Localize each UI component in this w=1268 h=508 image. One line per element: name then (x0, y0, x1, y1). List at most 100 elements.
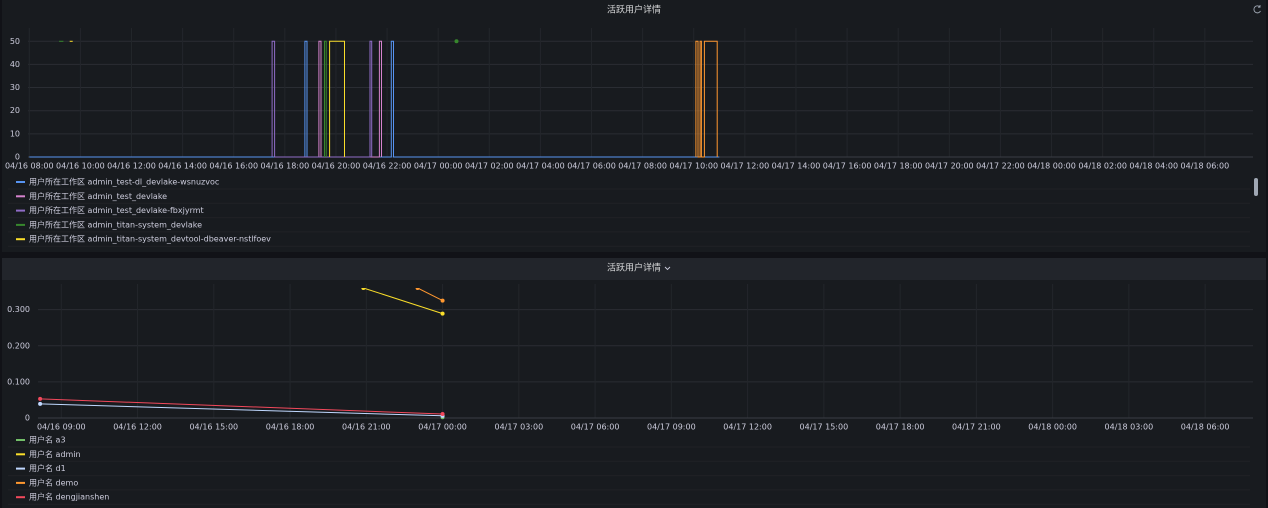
series (69, 40, 345, 157)
x-tick-label: 04/17 15:00 (800, 423, 849, 432)
x-tick-label: 04/17 12:00 (723, 423, 772, 432)
x-tick-label: 04/16 12:00 (113, 423, 162, 432)
legend-swatch (16, 238, 25, 241)
x-tick-label: 04/17 16:00 (823, 162, 872, 171)
x-tick-label: 04/16 18:00 (261, 162, 310, 171)
series-line (40, 403, 443, 417)
legend-swatch (16, 467, 25, 470)
x-tick-label: 04/17 04:00 (516, 162, 565, 171)
series (361, 288, 445, 316)
x-tick-label: 04/17 20:00 (925, 162, 974, 171)
legend-swatch (16, 195, 25, 198)
y-tick-label: 0 (25, 414, 30, 423)
chart: 0 0.100 0.200 0.300 04/16 09:00 04/16 12:00 04… (7, 284, 1253, 505)
legend-label: 用户名 a3 (29, 435, 66, 445)
x-tick-label: 04/18 03:00 (1105, 423, 1154, 432)
x-tick-label: 04/17 21:00 (952, 423, 1001, 432)
data-point (440, 298, 445, 303)
x-tick-label: 04/17 06:00 (567, 162, 616, 171)
series (415, 288, 445, 303)
x-tick-label: 04/16 10:00 (56, 162, 105, 171)
y-tick-label: 0.300 (7, 305, 30, 314)
legend-label: 用户所在工作区 admin_test_devlake-fbxjyrmt (29, 205, 204, 215)
series-line (271, 40, 373, 158)
x-tick-label: 04/18 02:00 (1078, 162, 1127, 171)
panel-header[interactable] (2, 258, 1266, 280)
x-tick-label: 04/17 18:00 (876, 423, 925, 432)
x-tick-label: 04/18 00:00 (1028, 423, 1077, 432)
data-point (440, 412, 445, 417)
y-tick-label: 50 (10, 37, 20, 46)
legend-label: 用户所在工作区 admin_titan-system_devlake (29, 219, 202, 229)
panel-title[interactable]: 活跃用户详情 (607, 262, 661, 274)
y-tick-label: 40 (10, 60, 20, 69)
legend-label: 用户名 admin (29, 449, 81, 459)
panel (2, 258, 1266, 508)
series (271, 40, 373, 158)
legend-swatch (16, 223, 25, 226)
series-line (40, 398, 443, 415)
x-tick-label: 04/17 12:00 (721, 162, 770, 171)
legend-swatch (16, 181, 25, 183)
legend-swatch (16, 209, 25, 212)
x-tick-label: 04/17 03:00 (495, 423, 544, 432)
dropdown-icon[interactable] (664, 266, 671, 271)
legend-label: 用户名 dengjianshen (29, 492, 109, 502)
y-tick-label: 0.100 (7, 377, 30, 386)
data-point (454, 39, 459, 44)
data-point (38, 401, 43, 406)
data-point (415, 288, 420, 290)
x-tick-label: 04/17 08:00 (618, 162, 667, 171)
scrollbar[interactable] (1254, 178, 1258, 196)
x-tick-label: 04/16 14:00 (158, 162, 207, 171)
x-tick-label: 04/18 00:00 (1027, 162, 1076, 171)
refresh-icon[interactable] (1253, 5, 1261, 14)
panel-title[interactable]: 活跃用户详情 (607, 4, 661, 16)
legend-swatch (16, 496, 25, 499)
x-tick-label: 04/16 21:00 (342, 423, 391, 432)
x-tick-label: 04/17 00:00 (418, 423, 467, 432)
legend-label: 用户所在工作区 admin_test_devlake (29, 191, 167, 201)
x-tick-label: 04/17 14:00 (772, 162, 821, 171)
series (695, 40, 718, 158)
y-tick-label: 30 (10, 83, 20, 92)
x-tick-label: 04/16 16:00 (209, 162, 258, 171)
y-tick-label: 0 (15, 153, 20, 162)
legend-label: 用户所在工作区 admin_test-dl_devlake-wsnuzvoc (29, 177, 219, 187)
x-tick-label: 04/16 18:00 (266, 423, 315, 432)
x-tick-label: 04/17 22:00 (976, 162, 1025, 171)
x-tick-label: 04/16 12:00 (107, 162, 156, 171)
legend-swatch (16, 439, 25, 441)
series-line (417, 288, 443, 302)
series-line (324, 40, 327, 157)
data-point (440, 311, 445, 316)
series-line (363, 288, 443, 315)
x-tick-label: 04/17 06:00 (571, 423, 620, 432)
x-tick-label: 04/17 18:00 (874, 162, 923, 171)
series (38, 396, 445, 417)
y-tick-label: 10 (10, 129, 20, 138)
x-tick-label: 04/16 20:00 (312, 162, 361, 171)
x-tick-label: 04/16 15:00 (189, 423, 238, 432)
panel (2, 0, 1266, 252)
y-tick-label: 0.200 (7, 341, 30, 350)
legend-swatch (16, 481, 25, 484)
series (59, 39, 459, 157)
series-line (695, 40, 718, 158)
x-tick-label: 04/16 08:00 (5, 162, 54, 171)
x-tick-label: 04/17 00:00 (414, 162, 463, 171)
x-tick-label: 04/18 06:00 (1181, 162, 1230, 171)
x-tick-label: 04/16 22:00 (363, 162, 412, 171)
y-tick-label: 20 (10, 106, 20, 115)
x-tick-label: 04/17 10:00 (669, 162, 718, 171)
data-point (361, 288, 366, 290)
x-tick-label: 04/17 09:00 (647, 423, 696, 432)
x-tick-label: 04/18 04:00 (1129, 162, 1178, 171)
x-tick-label: 04/16 09:00 (37, 423, 86, 432)
legend-label: 用户名 demo (29, 477, 78, 487)
legend-label: 用户所在工作区 admin_titan-system_devtool-dbeav… (29, 234, 271, 244)
data-point (38, 396, 43, 401)
